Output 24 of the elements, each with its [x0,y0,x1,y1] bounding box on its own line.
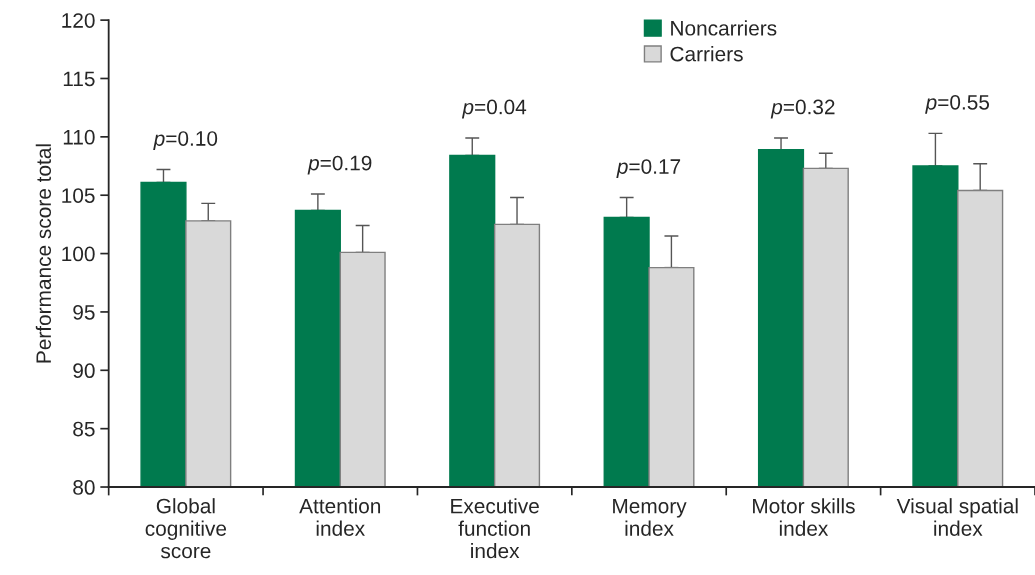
y-tick-label: 110 [63,129,95,145]
x-tick-label: Attention index [299,498,381,536]
annotation: p=0.55 [925,94,990,114]
x-tick-label: Motor skills index [753,498,855,536]
y-tick-label: 80 [73,480,95,495]
legend-label: Noncarriers [671,20,777,36]
x-tick-label: Executive function index [451,498,539,559]
annotation: p=0.32 [770,99,835,119]
annotation: p=0.19 [307,155,372,175]
annotation: p=0.04 [461,99,527,119]
y-tick-label: 90 [73,363,95,379]
y-tick-label: 120 [62,13,95,28]
y-axis-title: Performance score total [35,144,52,363]
annotation: p=0.17 [616,159,681,179]
legend-label: Carriers [670,46,743,62]
annotation: p=0.10 [153,131,218,150]
y-tick-label: 115 [63,71,95,87]
y-tick-label: 100 [62,246,95,262]
y-tick-label: 95 [73,304,95,320]
y-tick-label: 85 [73,421,95,437]
y-tick-label: 105 [62,188,95,203]
x-tick-label: Global cognitive score [145,498,227,559]
x-tick-label: Memory index [613,498,687,536]
x-tick-label: Visual spatial index [896,498,1018,536]
